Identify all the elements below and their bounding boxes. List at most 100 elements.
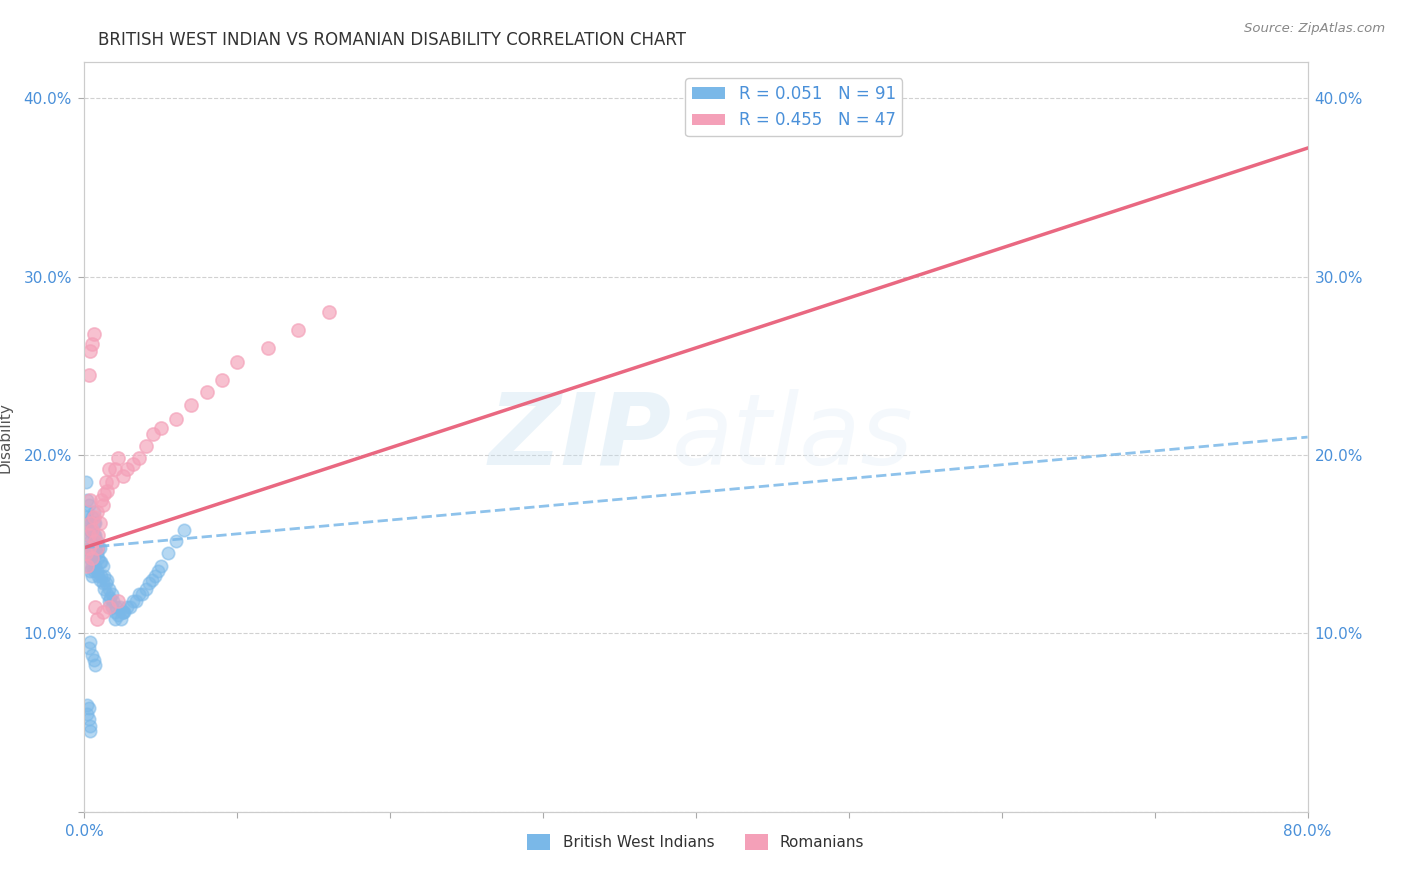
Point	[87, 551, 110, 566]
Point	[103, 594, 125, 608]
Point	[89, 555, 111, 569]
Point	[89, 573, 111, 587]
Point	[115, 599, 138, 614]
Point	[128, 451, 150, 466]
Point	[122, 457, 145, 471]
Point	[75, 510, 97, 524]
Point	[86, 546, 108, 560]
Point	[91, 605, 114, 619]
Point	[87, 569, 110, 583]
Point	[89, 516, 111, 530]
Point	[318, 305, 340, 319]
Point	[75, 475, 97, 489]
Point	[173, 523, 195, 537]
Point	[77, 523, 100, 537]
Point	[84, 658, 107, 673]
Point	[77, 640, 100, 655]
Point	[97, 462, 120, 476]
Point	[77, 516, 100, 530]
Point	[91, 498, 114, 512]
Point	[115, 462, 138, 476]
Point	[83, 564, 105, 578]
Point	[211, 373, 233, 387]
Point	[138, 576, 160, 591]
Text: ZIP: ZIP	[488, 389, 672, 485]
Text: atlas: atlas	[672, 389, 912, 485]
Point	[107, 594, 129, 608]
Point	[122, 594, 145, 608]
Point	[84, 528, 107, 542]
Point	[83, 528, 105, 542]
Point	[83, 516, 105, 530]
Point	[86, 533, 108, 548]
Point	[128, 587, 150, 601]
Point	[125, 594, 148, 608]
Point	[84, 599, 107, 614]
Point	[180, 398, 202, 412]
Point	[111, 469, 134, 483]
Point	[107, 608, 129, 623]
Point	[76, 706, 98, 721]
Point	[77, 712, 100, 726]
Point	[141, 573, 163, 587]
Point	[80, 648, 103, 662]
Point	[131, 587, 153, 601]
Point	[96, 483, 118, 498]
Point	[165, 412, 187, 426]
Point	[165, 533, 187, 548]
Point	[105, 599, 128, 614]
Legend: British West Indians, Romanians: British West Indians, Romanians	[522, 829, 870, 856]
Point	[87, 528, 110, 542]
Point	[111, 605, 134, 619]
Point	[111, 605, 134, 619]
Point	[79, 523, 101, 537]
Point	[135, 582, 157, 596]
Point	[96, 573, 118, 587]
Point	[143, 569, 166, 583]
Point	[91, 558, 114, 573]
Point	[93, 487, 115, 501]
Point	[79, 551, 101, 566]
Point	[146, 564, 169, 578]
Point	[107, 451, 129, 466]
Point	[97, 582, 120, 596]
Point	[86, 612, 108, 626]
Point	[79, 516, 101, 530]
Point	[80, 510, 103, 524]
Point	[112, 605, 135, 619]
Point	[97, 599, 120, 614]
Point	[76, 698, 98, 712]
Point	[89, 541, 111, 555]
Point	[93, 582, 115, 596]
Point	[104, 612, 127, 626]
Point	[149, 421, 172, 435]
Point	[91, 576, 114, 591]
Point	[80, 523, 103, 537]
Point	[149, 558, 172, 573]
Point	[287, 323, 309, 337]
Point	[101, 587, 124, 601]
Point	[94, 576, 117, 591]
Point	[80, 337, 103, 351]
Point	[195, 385, 218, 400]
Y-axis label: Disability: Disability	[0, 401, 13, 473]
Point	[77, 541, 100, 555]
Text: Source: ZipAtlas.com: Source: ZipAtlas.com	[1244, 22, 1385, 36]
Point	[84, 533, 107, 548]
Point	[77, 558, 100, 573]
Point	[80, 541, 103, 555]
Point	[83, 653, 105, 667]
Point	[90, 492, 112, 507]
Text: BRITISH WEST INDIAN VS ROMANIAN DISABILITY CORRELATION CHART: BRITISH WEST INDIAN VS ROMANIAN DISABILI…	[98, 31, 686, 49]
Point	[86, 541, 108, 555]
Point	[86, 564, 108, 578]
Point	[80, 523, 103, 537]
Point	[83, 326, 105, 341]
Point	[79, 635, 101, 649]
Point	[101, 599, 124, 614]
Point	[84, 558, 107, 573]
Point	[80, 551, 103, 566]
Point	[79, 541, 101, 555]
Point	[108, 599, 131, 614]
Point	[90, 569, 112, 583]
